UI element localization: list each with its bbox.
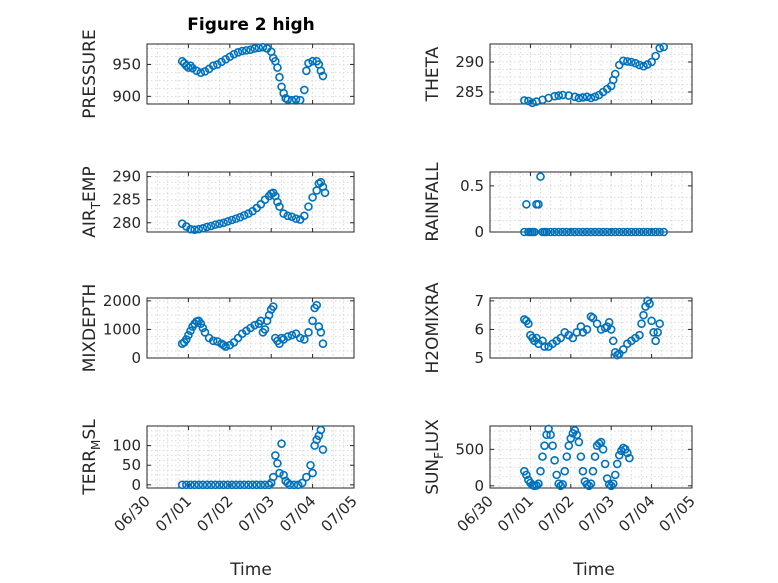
y-tick-label: 0 xyxy=(474,223,484,241)
y-tick-label: 290 xyxy=(112,168,141,186)
y-tick-label: 0 xyxy=(131,349,141,367)
y-tick-label: 0 xyxy=(131,476,141,494)
figure-title: Figure 2 high xyxy=(187,15,315,35)
y-axis-label: H2OMIXRA xyxy=(423,282,443,373)
y-axis-label: RAINFALL xyxy=(423,162,443,242)
y-tick-label: 280 xyxy=(112,214,141,232)
y-tick-label: 285 xyxy=(455,83,484,101)
y-tick-label: 100 xyxy=(112,437,141,455)
y-tick-label: 6 xyxy=(474,320,484,338)
y-axis-label: MIXDEPTH xyxy=(80,284,100,373)
y-axis-label: AIRTEMP xyxy=(80,166,103,237)
y-tick-label: 2000 xyxy=(103,292,141,310)
y-tick-label: 50 xyxy=(122,456,141,474)
subplot-air_temp: 280 285 290 AIRTEMP xyxy=(80,166,354,237)
y-tick-label: 5 xyxy=(474,349,484,367)
y-tick-label: 500 xyxy=(455,440,484,458)
y-tick-label: 290 xyxy=(455,53,484,71)
y-axis-label: THETA xyxy=(423,46,443,102)
y-axis-label: PRESSURE xyxy=(80,29,100,118)
y-tick-label: 900 xyxy=(112,87,141,105)
y-tick-label: 7 xyxy=(474,292,484,310)
x-axis-label-right: Time xyxy=(572,560,615,580)
x-axis-label-left: Time xyxy=(229,560,272,580)
y-axis-label: TERRMSL xyxy=(80,419,103,496)
y-tick-label: 0 xyxy=(474,477,484,495)
y-tick-label: 1000 xyxy=(103,320,141,338)
y-tick-label: 285 xyxy=(112,191,141,209)
y-tick-label: 950 xyxy=(112,55,141,73)
y-tick-label: 0.5 xyxy=(460,177,484,195)
